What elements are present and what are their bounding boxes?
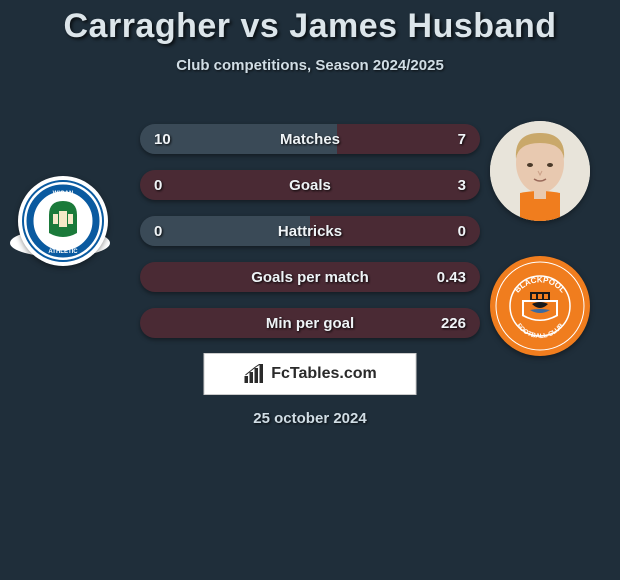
stat-value-right: 7 [434, 131, 466, 148]
stats-area: WIGAN ATHLETIC [0, 106, 620, 366]
club-left-badge: WIGAN ATHLETIC [18, 176, 108, 266]
stat-value-left: 10 [154, 131, 186, 148]
stat-value-right: 3 [434, 177, 466, 194]
bars-icon [243, 364, 265, 384]
comparison-card: Carragher vs James Husband Club competit… [0, 0, 620, 366]
stat-value-right: 0.43 [434, 269, 466, 286]
club-right-badge: BLACKPOOL FOOTBALL CLUB [490, 256, 590, 356]
stat-value-right: 226 [434, 315, 466, 332]
stat-label: Matches [280, 131, 340, 148]
stat-label: Min per goal [266, 315, 354, 332]
wigan-badge-icon: WIGAN ATHLETIC [22, 180, 104, 262]
stat-row: Min per goal 226 [140, 308, 480, 338]
player-portrait-icon [490, 121, 590, 221]
stat-row: 10 Matches 7 [140, 124, 480, 154]
date-label: 25 october 2024 [253, 410, 366, 427]
svg-text:WIGAN: WIGAN [53, 191, 74, 197]
stat-label: Hattricks [278, 223, 342, 240]
stat-row: 0 Goals 3 [140, 170, 480, 200]
stat-value-left: 0 [154, 177, 186, 194]
stat-value-right: 0 [434, 223, 466, 240]
blackpool-badge-icon: BLACKPOOL FOOTBALL CLUB [494, 260, 586, 352]
branding-box[interactable]: FcTables.com [204, 353, 417, 395]
branding-label: FcTables.com [271, 365, 377, 383]
stat-value-left: 0 [154, 223, 186, 240]
stat-label: Goals [289, 177, 331, 194]
page-title: Carragher vs James Husband [0, 8, 620, 45]
player-right-avatar [490, 121, 590, 221]
stat-row: Goals per match 0.43 [140, 262, 480, 292]
svg-text:ATHLETIC: ATHLETIC [48, 249, 78, 255]
stat-label: Goals per match [251, 269, 369, 286]
stat-row: 0 Hattricks 0 [140, 216, 480, 246]
subtitle: Club competitions, Season 2024/2025 [0, 57, 620, 74]
